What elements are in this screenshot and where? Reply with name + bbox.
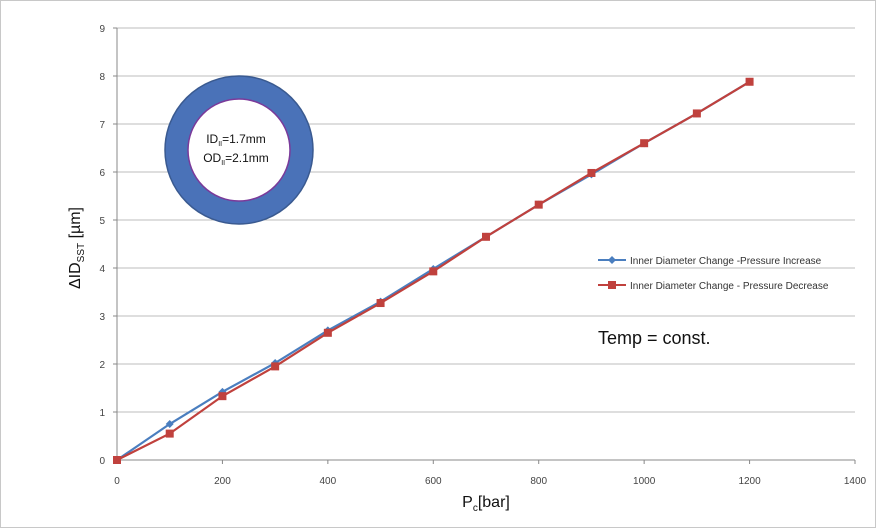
series-1-point-4: [323, 328, 332, 337]
x-tick-label-1400: 1400: [844, 476, 867, 487]
x-tick-label-400: 400: [320, 476, 337, 487]
y-tick-label-8: 8: [99, 72, 105, 83]
series-1-point-2: [218, 392, 227, 401]
series-1-point-11: [692, 109, 701, 118]
x-tick-label-1200: 1200: [738, 476, 761, 487]
series-1-point-0: [113, 456, 121, 464]
x-tick-label-800: 800: [530, 476, 547, 487]
ring-od-rest: =2.1mm: [225, 151, 269, 165]
y-tick-label-1: 1: [99, 408, 105, 419]
legend-label-decrease: Inner Diameter Change - Pressure Decreas…: [630, 281, 829, 292]
legend-entry-increase: Inner Diameter Change -Pressure Increase: [598, 256, 822, 267]
legend-marker-square: [608, 281, 616, 289]
legend-entry-decrease: Inner Diameter Change - Pressure Decreas…: [598, 281, 829, 292]
series-1-point-1: [165, 429, 174, 438]
ring-id-main: ID: [206, 132, 218, 146]
y-tick-label-7: 7: [99, 120, 105, 131]
y-axis-label-main: ΔID: [67, 262, 84, 289]
y-tick-labels: 0 1 2 3 4 5 6 7 8 9: [99, 24, 105, 467]
y-tick-label-4: 4: [99, 264, 105, 275]
x-tick-labels: 0 200 400 600 800 1000 1200 1400: [114, 476, 866, 487]
grid-lines: [117, 27, 855, 413]
temp-annotation: Temp = const.: [598, 328, 711, 348]
ring-od-sub: II: [221, 160, 225, 167]
legend-marker-diamond: [608, 256, 616, 264]
series-1-point-12: [745, 77, 754, 86]
x-axis-label-sub: c: [473, 503, 478, 514]
y-tick-label-5: 5: [99, 216, 105, 227]
series-1-point-10: [640, 139, 649, 148]
x-tick-label-1000: 1000: [633, 476, 656, 487]
y-axis-label-rest: [µm]: [67, 207, 84, 243]
y-tick-label-0: 0: [99, 456, 105, 467]
y-tick-label-9: 9: [99, 24, 105, 35]
series-1-point-8: [534, 200, 543, 209]
x-tick-label-200: 200: [214, 476, 231, 487]
x-axis-label-rest: [bar]: [478, 494, 510, 511]
tube-cross-section: IDII=1.7mm ODII=2.1mm: [164, 75, 314, 225]
series-1-point-7: [482, 232, 490, 241]
series-1-point-5: [376, 299, 385, 308]
ring-od-label: ODII=2.1mm: [203, 151, 269, 167]
series-0-point-1: [165, 420, 174, 428]
x-tick-label-600: 600: [425, 476, 442, 487]
series-group: [113, 77, 754, 464]
x-tick-label-0: 0: [114, 476, 120, 487]
series-1-point-9: [587, 168, 596, 177]
legend-label-increase: Inner Diameter Change -Pressure Increase: [630, 256, 822, 267]
ring-id-label: IDII=1.7mm: [206, 132, 266, 148]
x-axis-label: Pc[bar]: [462, 494, 510, 514]
series-1-point-6: [429, 267, 438, 276]
y-tick-label-2: 2: [99, 360, 105, 371]
ring-id-rest: =1.7mm: [222, 132, 266, 146]
y-axis-label-sub: SST: [76, 243, 87, 262]
ring-id-sub: II: [218, 141, 222, 148]
y-tick-label-6: 6: [99, 168, 105, 179]
tube-inner-bore: [187, 98, 291, 202]
legend: Inner Diameter Change -Pressure Increase…: [598, 256, 829, 292]
y-axis-label: ΔIDSST [µm]: [67, 207, 87, 289]
series-1-point-3: [271, 362, 280, 371]
y-tick-label-3: 3: [99, 312, 105, 323]
x-axis-label-main: P: [462, 494, 473, 511]
ring-od-main: OD: [203, 151, 221, 165]
